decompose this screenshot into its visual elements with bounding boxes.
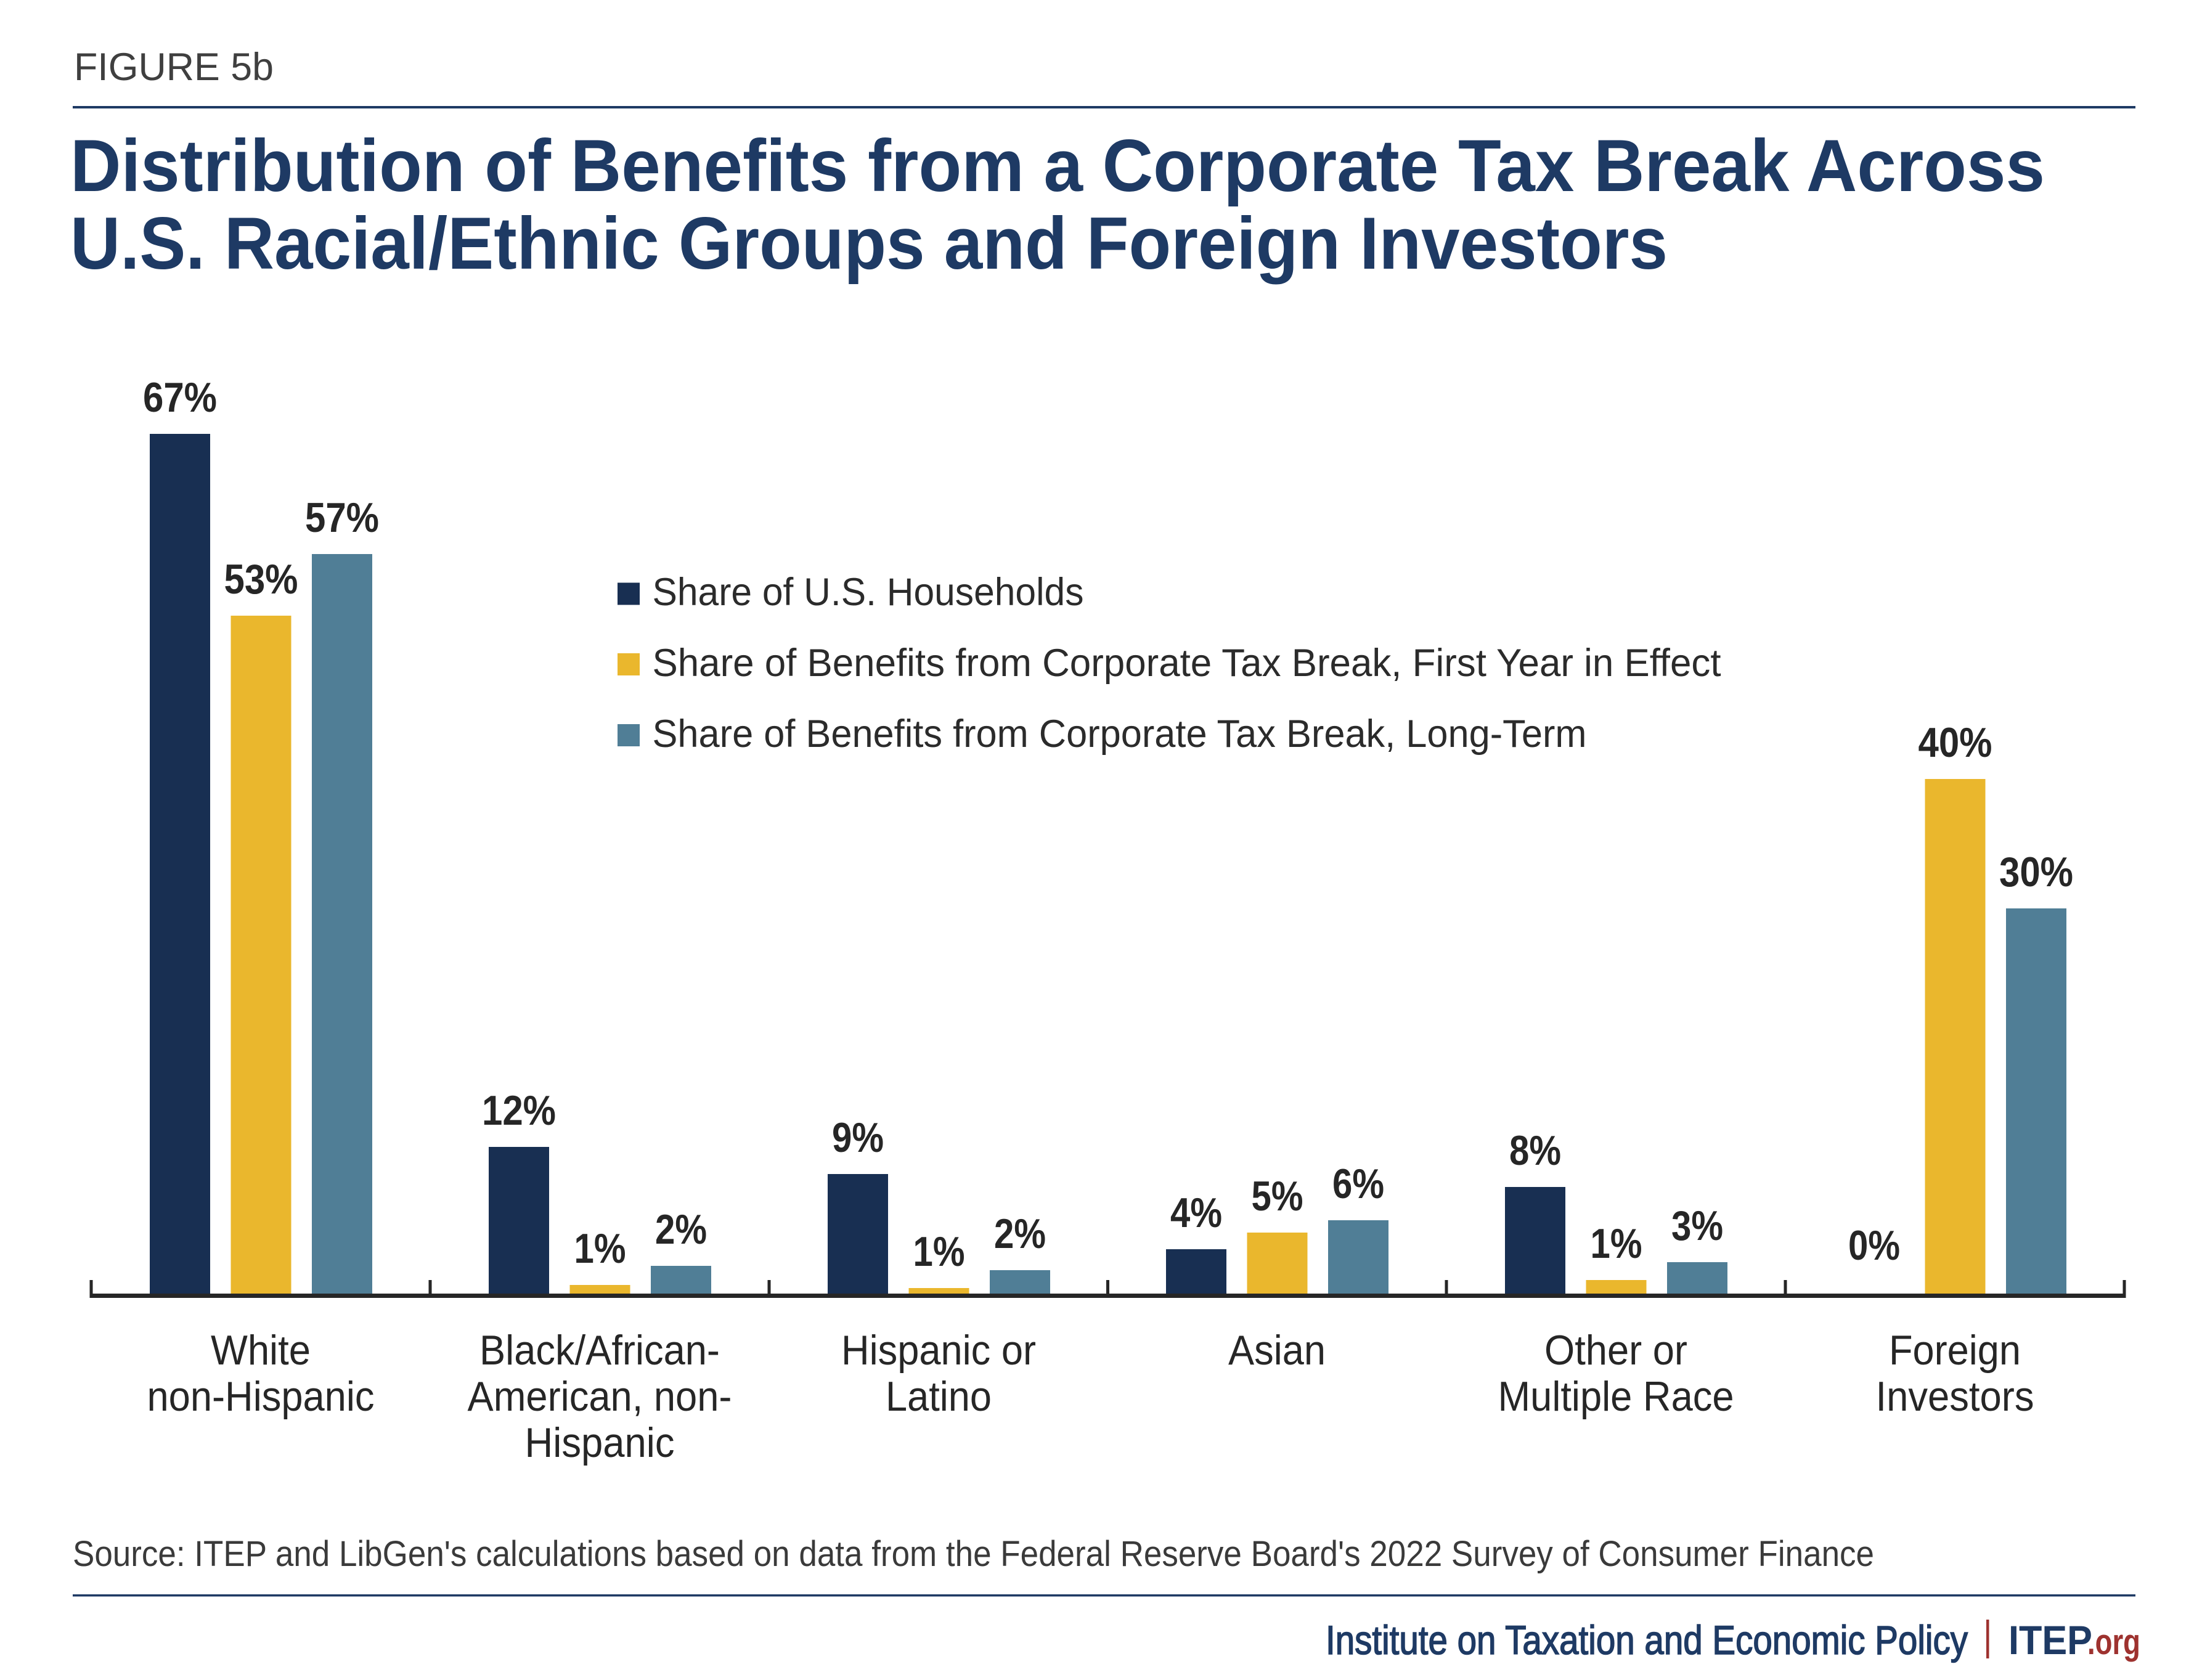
svg-text:6%: 6% bbox=[1332, 1160, 1384, 1207]
svg-text:White: White bbox=[211, 1327, 311, 1374]
svg-text:57%: 57% bbox=[305, 494, 379, 541]
svg-text:non-Hispanic: non-Hispanic bbox=[147, 1373, 375, 1420]
svg-text:1%: 1% bbox=[913, 1228, 965, 1275]
svg-text:.org: .org bbox=[2087, 1622, 2140, 1662]
svg-text:2%: 2% bbox=[655, 1206, 707, 1253]
svg-text:Source: ITEP and LibGen's calc: Source: ITEP and LibGen's calculations b… bbox=[73, 1534, 1874, 1574]
svg-text:1%: 1% bbox=[1591, 1220, 1642, 1267]
svg-text:1%: 1% bbox=[574, 1225, 626, 1272]
svg-text:Multiple Race: Multiple Race bbox=[1498, 1373, 1734, 1420]
svg-text:8%: 8% bbox=[1509, 1127, 1561, 1174]
svg-text:40%: 40% bbox=[1918, 719, 1992, 766]
svg-text:Foreign: Foreign bbox=[1889, 1327, 2021, 1374]
svg-text:0%: 0% bbox=[1848, 1222, 1900, 1269]
svg-text:Distribution of Benefits from: Distribution of Benefits from a Corporat… bbox=[70, 124, 2045, 207]
svg-text:Latino: Latino bbox=[886, 1373, 992, 1420]
svg-text:12%: 12% bbox=[482, 1087, 556, 1134]
svg-text:Other or: Other or bbox=[1544, 1327, 1687, 1374]
svg-text:Asian: Asian bbox=[1228, 1327, 1326, 1374]
svg-text:4%: 4% bbox=[1170, 1189, 1222, 1236]
svg-text:Investors: Investors bbox=[1876, 1373, 2034, 1420]
svg-text:2%: 2% bbox=[994, 1210, 1046, 1257]
svg-text:Share of U.S. Households: Share of U.S. Households bbox=[653, 571, 1084, 614]
svg-text:ITEP: ITEP bbox=[2008, 1617, 2092, 1663]
svg-text:Hispanic or: Hispanic or bbox=[841, 1327, 1036, 1374]
svg-text:30%: 30% bbox=[1999, 849, 2073, 895]
svg-text:U.S. Racial/Ethnic Groups and: U.S. Racial/Ethnic Groups and Foreign In… bbox=[70, 202, 1668, 285]
svg-text:Share of Benefits from Corpora: Share of Benefits from Corporate Tax Bre… bbox=[653, 642, 1721, 685]
svg-text:9%: 9% bbox=[832, 1114, 884, 1161]
svg-text:Hispanic: Hispanic bbox=[525, 1419, 675, 1466]
svg-text:5%: 5% bbox=[1252, 1173, 1303, 1220]
svg-text:American, non-: American, non- bbox=[468, 1373, 732, 1420]
svg-text:Black/African-: Black/African- bbox=[479, 1327, 720, 1374]
svg-text:53%: 53% bbox=[224, 556, 298, 603]
svg-text:67%: 67% bbox=[143, 374, 217, 421]
svg-text:FIGURE 5b: FIGURE 5b bbox=[74, 46, 274, 89]
svg-text:Share of Benefits from Corpora: Share of Benefits from Corporate Tax Bre… bbox=[653, 712, 1587, 756]
svg-text:3%: 3% bbox=[1671, 1202, 1723, 1249]
svg-text:Institute on Taxation and Econ: Institute on Taxation and Economic Polic… bbox=[1326, 1617, 1968, 1663]
